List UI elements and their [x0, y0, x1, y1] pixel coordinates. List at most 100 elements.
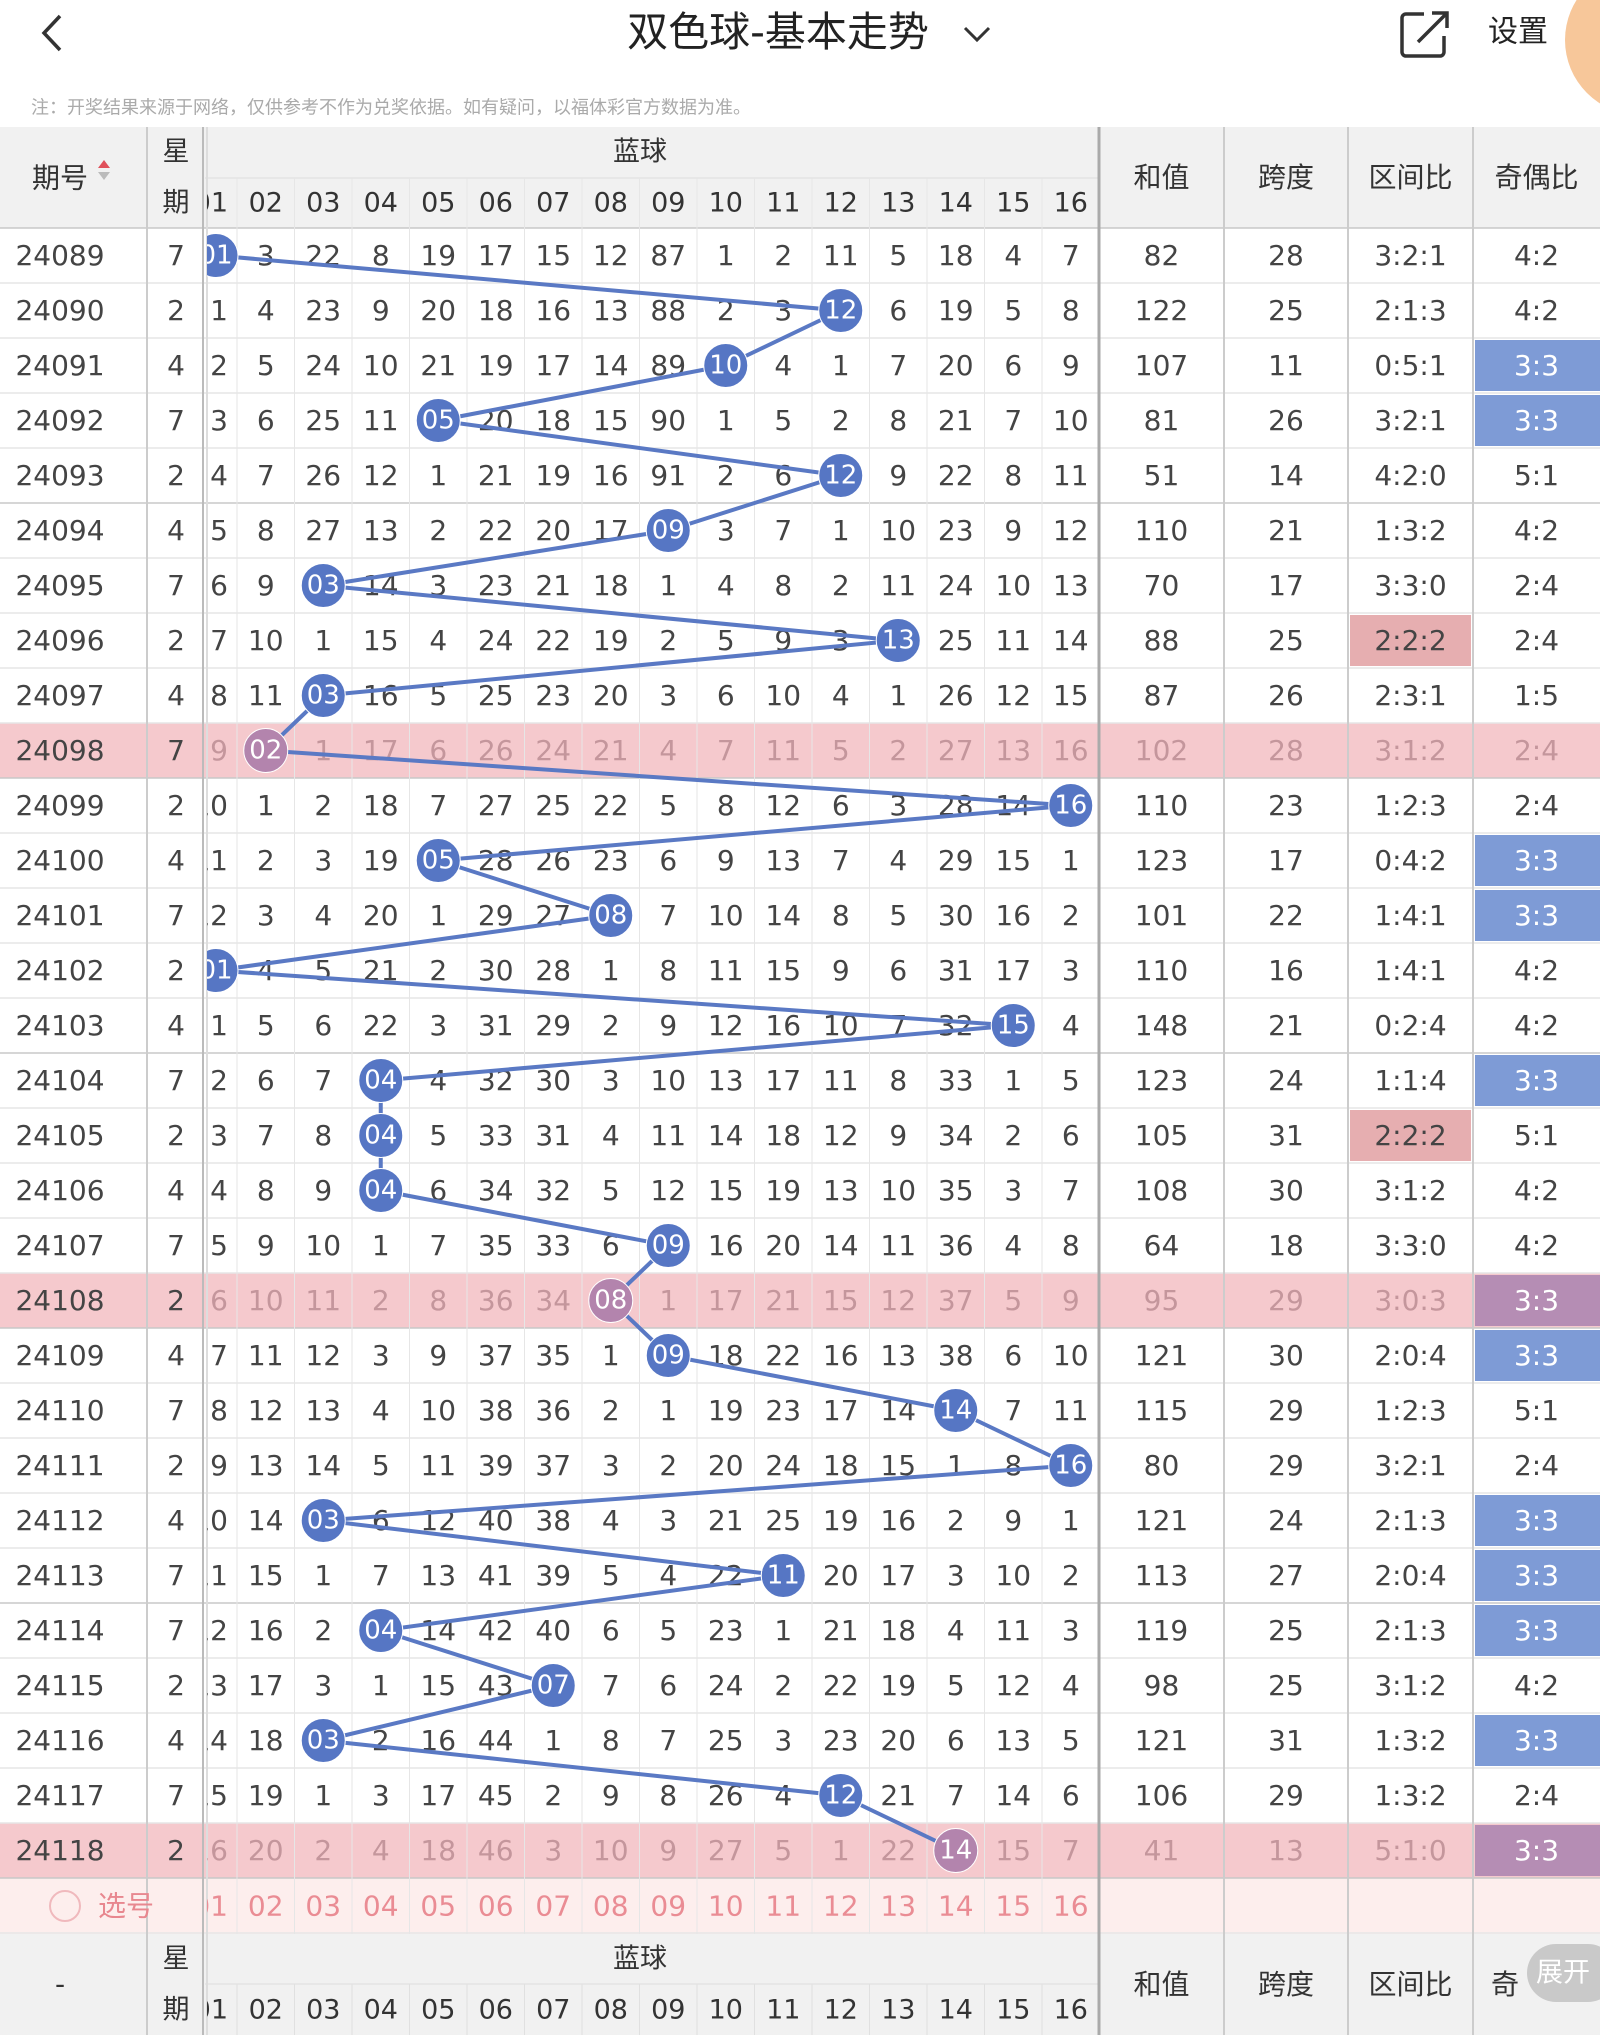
omission: 22: [880, 1834, 916, 1867]
omission: 2: [832, 569, 850, 602]
omission: 20: [593, 679, 629, 712]
omission: 41: [478, 1559, 514, 1592]
weekday: 2: [167, 1449, 185, 1482]
span: 11: [1268, 349, 1304, 382]
select-checkbox[interactable]: [49, 1890, 81, 1922]
omission: 3: [257, 899, 275, 932]
omission: 8: [659, 954, 677, 987]
omission: 30: [535, 1064, 571, 1097]
omission: 22: [363, 1009, 399, 1042]
omission: 9: [257, 1229, 275, 1262]
omission: 14: [708, 1119, 744, 1152]
share-button[interactable]: [1400, 11, 1449, 58]
omission: 11: [248, 1339, 284, 1372]
omission: 7: [1062, 1834, 1080, 1867]
sum: 81: [1144, 404, 1180, 437]
omission: 4: [210, 1174, 228, 1207]
omission: 5: [659, 1614, 677, 1647]
settings-button[interactable]: 设置: [1488, 15, 1548, 50]
omission: 10: [1053, 404, 1089, 437]
omission: 6: [210, 1284, 228, 1317]
span: 25: [1268, 624, 1304, 657]
zone: 1:3:2: [1374, 514, 1446, 547]
omission: 5: [1062, 1724, 1080, 1757]
omission: 10: [248, 1284, 284, 1317]
omission: 12: [995, 1669, 1031, 1702]
omission: 15: [248, 1559, 284, 1592]
title-dropdown[interactable]: [963, 26, 991, 43]
back-button[interactable]: [41, 14, 62, 52]
zone: 1:1:4: [1374, 1064, 1446, 1097]
zone-header: 区间比: [1368, 1968, 1452, 2001]
select-number[interactable]: 05: [420, 1890, 456, 1923]
hit-ball: [243, 728, 289, 773]
select-number[interactable]: 12: [823, 1890, 859, 1923]
select-number[interactable]: 15: [995, 1890, 1031, 1923]
select-number[interactable]: 07: [535, 1890, 571, 1923]
ball-number-header: 10: [709, 1995, 743, 2026]
select-number[interactable]: 01: [192, 1890, 228, 1923]
omission: 18: [420, 1834, 456, 1867]
select-number[interactable]: 03: [305, 1890, 341, 1923]
zone-header: 区间比: [1368, 161, 1452, 194]
ball-number-header: 09: [651, 188, 685, 219]
zone: 0:2:4: [1374, 1009, 1446, 1042]
select-number[interactable]: 09: [650, 1890, 686, 1923]
avatar[interactable]: [1565, 0, 1600, 115]
zone: 2:1:3: [1374, 1614, 1446, 1647]
hit-number: 03: [307, 1506, 340, 1536]
ball-number-headers: 01 02 03 04 05 06 07 08 09 10 11 12 13 14 15 16: [207, 1995, 1088, 2026]
omission: 2: [602, 1394, 620, 1427]
omission: 27: [938, 734, 974, 767]
issue: 24112: [15, 1504, 104, 1537]
omission: 25: [938, 624, 974, 657]
hit-ball: [415, 398, 461, 443]
omission: 5: [1004, 1284, 1022, 1317]
omission: 24: [305, 349, 341, 382]
zone: 2:1:3: [1374, 294, 1446, 327]
select-number[interactable]: 10: [708, 1890, 744, 1923]
omission: 14: [305, 1449, 341, 1482]
hit-number: 15: [997, 1011, 1030, 1041]
omission: 11: [1053, 459, 1089, 492]
select-number[interactable]: 16: [1053, 1890, 1089, 1923]
omission: 2: [889, 734, 907, 767]
select-number[interactable]: 02: [248, 1890, 284, 1923]
omission: 23: [708, 1614, 744, 1647]
odd_even: 4:2: [1514, 239, 1559, 272]
omission: 4: [1062, 1009, 1080, 1042]
omission: 19: [535, 459, 571, 492]
omission: 46: [478, 1834, 514, 1867]
select-number[interactable]: 11: [765, 1890, 801, 1923]
odd_even: 4:2: [1514, 294, 1559, 327]
weekday: 4: [167, 1724, 185, 1757]
hit-ball: [588, 1278, 634, 1323]
select-number[interactable]: 13: [880, 1890, 916, 1923]
omission: 15: [823, 1284, 859, 1317]
hit-ball: [1048, 1443, 1094, 1488]
omission: 20: [880, 1724, 916, 1757]
select-number[interactable]: 14: [938, 1890, 974, 1923]
omission: 13: [305, 1394, 341, 1427]
odd_even: 3:3: [1514, 1339, 1559, 1372]
omission: 1: [602, 954, 620, 987]
ball-number-header: 15: [996, 188, 1030, 219]
omission: 42: [478, 1614, 514, 1647]
select-row-bg: [0, 1878, 1600, 1934]
odd_even: 3:3: [1514, 349, 1559, 382]
select-number[interactable]: 06: [478, 1890, 514, 1923]
omission: 3: [429, 1009, 447, 1042]
omission: 5: [774, 404, 792, 437]
select-number[interactable]: 04: [363, 1890, 399, 1923]
weekday: 7: [167, 569, 185, 602]
hit-number: 02: [249, 736, 282, 766]
expand-button[interactable]: [1527, 1944, 1600, 2002]
omission: 6: [659, 1669, 677, 1702]
issue: 24108: [15, 1284, 104, 1317]
omission: 17: [535, 349, 571, 382]
omission: 33: [478, 1119, 514, 1152]
omission: 20: [765, 1229, 801, 1262]
sum: 80: [1144, 1449, 1180, 1482]
select-number[interactable]: 08: [593, 1890, 629, 1923]
omission: 22: [823, 1669, 859, 1702]
